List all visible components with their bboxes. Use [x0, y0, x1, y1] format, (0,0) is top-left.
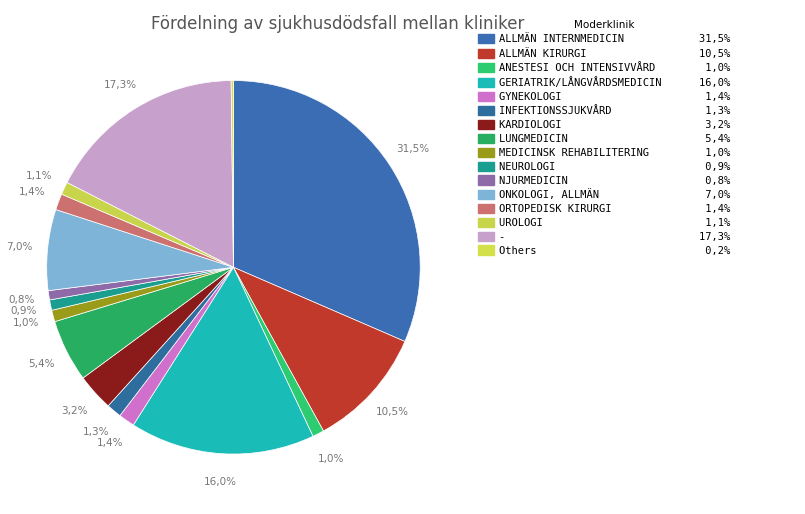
- Wedge shape: [47, 210, 233, 291]
- Wedge shape: [62, 182, 233, 267]
- Wedge shape: [67, 81, 233, 267]
- Wedge shape: [231, 81, 233, 267]
- Text: 0,9%: 0,9%: [10, 306, 36, 316]
- Text: 1,0%: 1,0%: [13, 318, 39, 328]
- Wedge shape: [50, 267, 233, 310]
- Wedge shape: [120, 267, 233, 425]
- Text: 1,0%: 1,0%: [318, 454, 345, 464]
- Text: 1,4%: 1,4%: [19, 187, 46, 197]
- Wedge shape: [48, 267, 233, 300]
- Text: Fördelning av sjukhusdödsfall mellan kliniker: Fördelning av sjukhusdödsfall mellan kli…: [151, 15, 525, 33]
- Wedge shape: [134, 267, 313, 454]
- Text: 1,4%: 1,4%: [97, 438, 124, 448]
- Wedge shape: [52, 267, 233, 322]
- Wedge shape: [83, 267, 233, 406]
- Text: 1,1%: 1,1%: [26, 172, 52, 181]
- Text: 5,4%: 5,4%: [28, 359, 55, 369]
- Text: 31,5%: 31,5%: [396, 144, 430, 154]
- Legend: ALLMÄN INTERNMEDICIN            31,5%, ALLMÄN KIRURGI                  10,5%, AN: ALLMÄN INTERNMEDICIN 31,5%, ALLMÄN KIRUR…: [473, 15, 734, 260]
- Text: 10,5%: 10,5%: [376, 407, 409, 417]
- Wedge shape: [55, 267, 233, 378]
- Wedge shape: [233, 267, 324, 436]
- Wedge shape: [108, 267, 233, 415]
- Text: 7,0%: 7,0%: [6, 242, 33, 252]
- Text: 0,8%: 0,8%: [8, 295, 35, 304]
- Text: 3,2%: 3,2%: [61, 407, 88, 416]
- Wedge shape: [233, 267, 405, 431]
- Wedge shape: [233, 81, 420, 341]
- Text: 1,3%: 1,3%: [83, 427, 109, 437]
- Text: 17,3%: 17,3%: [104, 80, 137, 90]
- Text: 16,0%: 16,0%: [204, 476, 237, 487]
- Wedge shape: [56, 194, 233, 267]
